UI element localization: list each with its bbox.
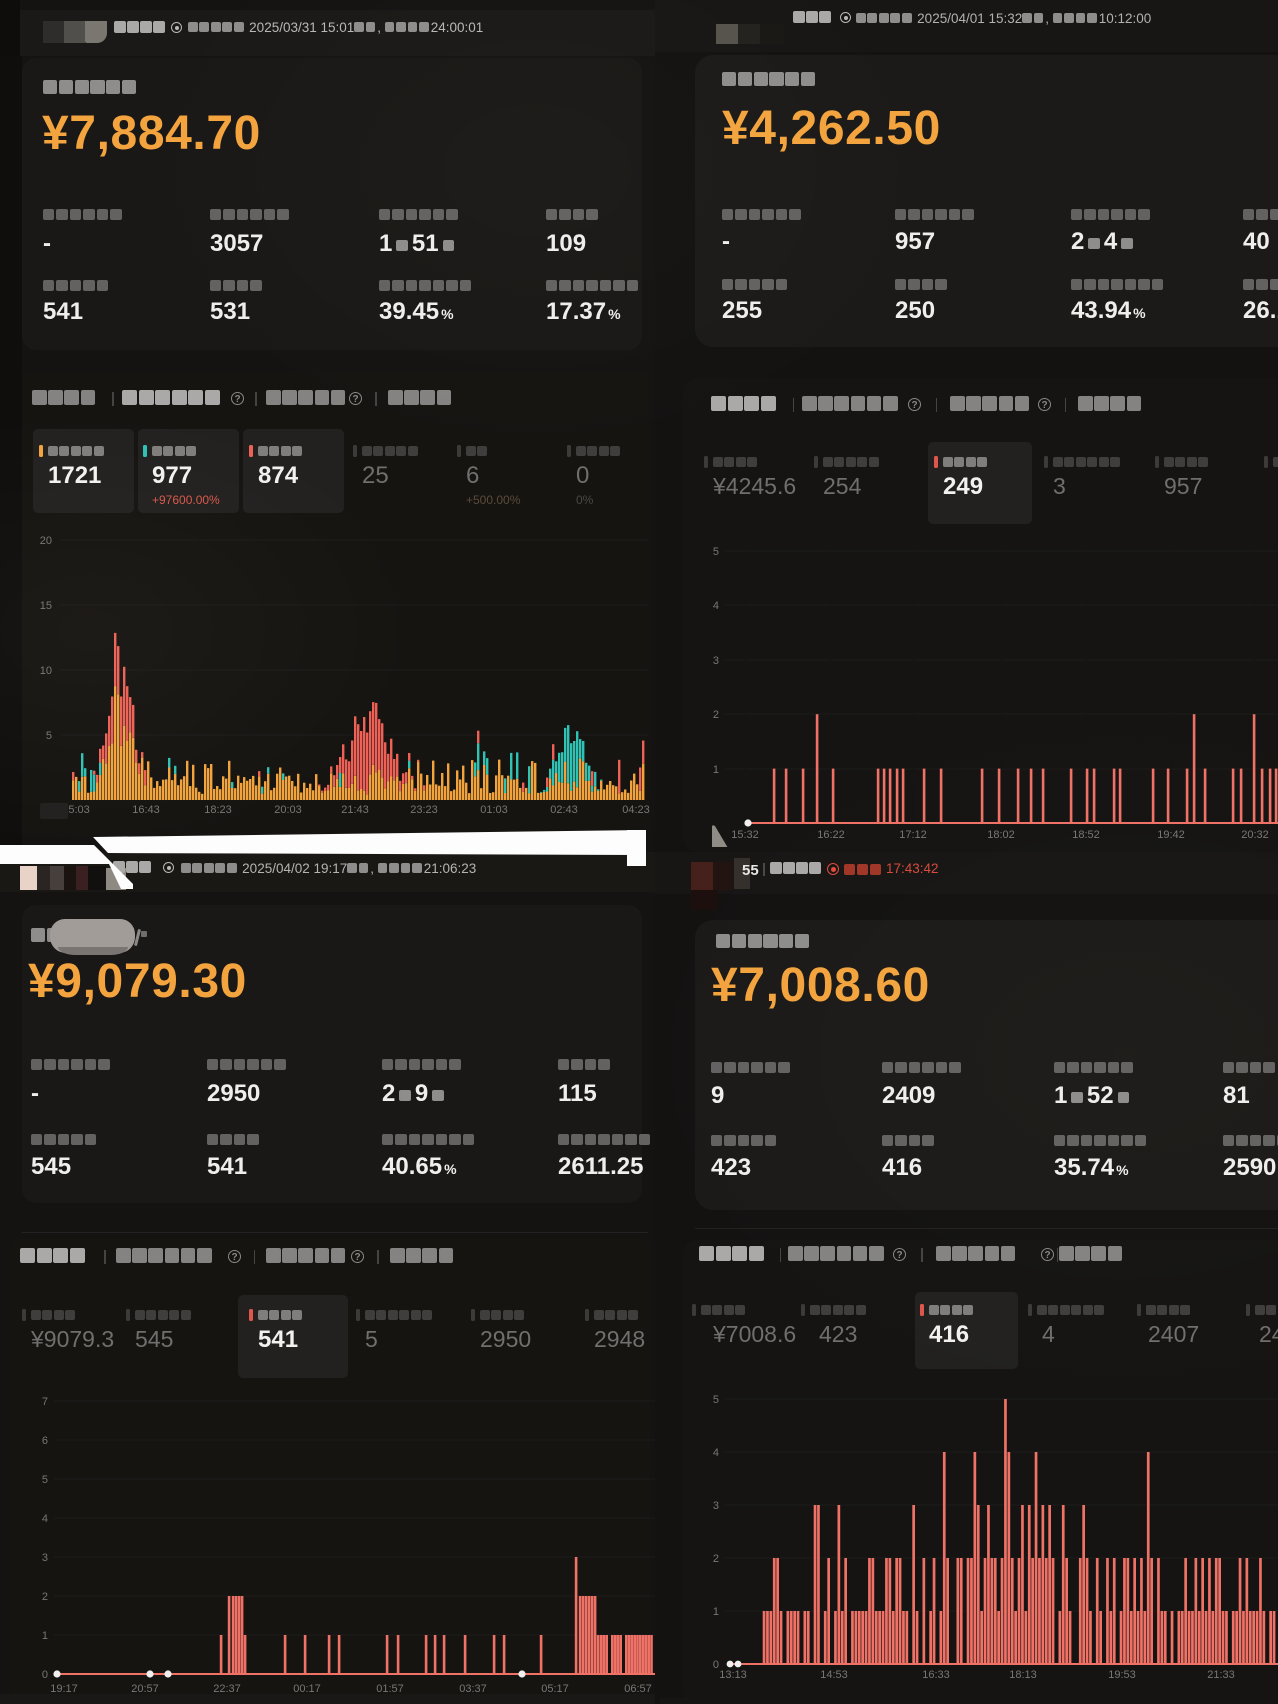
svg-text:10: 10 [40,665,52,677]
svg-text:20:03: 20:03 [274,804,302,816]
svg-text:18:52: 18:52 [1072,829,1100,841]
svg-text:2: 2 [713,709,719,721]
svg-text:2: 2 [42,1591,48,1603]
svg-text:22:37: 22:37 [213,1683,241,1695]
svg-text:7: 7 [42,1396,48,1408]
svg-text:4: 4 [713,600,719,612]
svg-text:19:53: 19:53 [1108,1669,1136,1681]
svg-text:23:23: 23:23 [410,804,438,816]
svg-text:5: 5 [713,1394,719,1406]
svg-text:20: 20 [40,535,52,547]
svg-text:21:33: 21:33 [1207,1669,1235,1681]
svg-text:20:57: 20:57 [131,1683,159,1695]
svg-text:16:33: 16:33 [922,1669,950,1681]
svg-text:00:17: 00:17 [293,1683,321,1695]
svg-text:0: 0 [713,1659,719,1671]
svg-text:6: 6 [42,1435,48,1447]
svg-text:3: 3 [713,1500,719,1512]
svg-text:4: 4 [42,1513,48,1525]
svg-text:1: 1 [713,764,719,776]
svg-text:18:02: 18:02 [987,829,1015,841]
svg-text:19:17: 19:17 [50,1683,78,1695]
svg-text:13:13: 13:13 [719,1669,747,1681]
svg-text:1: 1 [713,1606,719,1618]
svg-text:15: 15 [40,600,52,612]
svg-text:05:17: 05:17 [541,1683,569,1695]
svg-text:14:53: 14:53 [820,1669,848,1681]
svg-text:0: 0 [42,1669,48,1681]
svg-text:3: 3 [42,1552,48,1564]
svg-text:01:03: 01:03 [480,804,508,816]
svg-text:18:13: 18:13 [1009,1669,1037,1681]
svg-text:5: 5 [46,730,52,742]
svg-text:16:43: 16:43 [132,804,160,816]
svg-text:18:23: 18:23 [204,804,232,816]
svg-text:02:43: 02:43 [550,804,578,816]
svg-text:06:57: 06:57 [624,1683,652,1695]
svg-text:1: 1 [42,1630,48,1642]
svg-text:21:43: 21:43 [341,804,369,816]
svg-text:15:32: 15:32 [731,829,759,841]
svg-text:15:03: 15:03 [62,804,90,816]
svg-text:16:22: 16:22 [817,829,845,841]
svg-text:3: 3 [713,655,719,667]
svg-text:5: 5 [713,546,719,558]
svg-text:4: 4 [713,1447,719,1459]
svg-text:01:57: 01:57 [376,1683,404,1695]
svg-text:03:37: 03:37 [459,1683,487,1695]
svg-text:04:23: 04:23 [622,804,650,816]
svg-text:5: 5 [42,1474,48,1486]
svg-text:19:42: 19:42 [1157,829,1185,841]
svg-text:20:32: 20:32 [1241,829,1269,841]
svg-text:2: 2 [713,1553,719,1565]
svg-text:17:12: 17:12 [899,829,927,841]
